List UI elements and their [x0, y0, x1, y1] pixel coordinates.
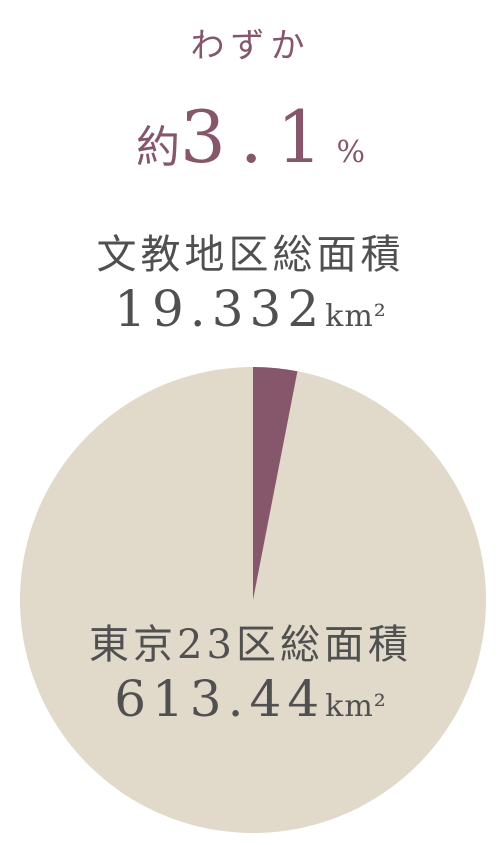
- pie-slice-district: [253, 367, 298, 600]
- district-area-unit: km²: [325, 299, 387, 334]
- pie-slice-tokyo: [20, 367, 487, 833]
- headline-percent-unit: %: [336, 135, 366, 170]
- headline-prefix: 約: [135, 122, 180, 173]
- district-area-number: 19.332: [114, 280, 326, 338]
- headline-percent: 約3.1%: [0, 95, 501, 179]
- district-area-value: 19.332km²: [0, 280, 501, 338]
- tokyo-area-number: 613.44: [114, 670, 326, 728]
- headline-percent-value: 3.1: [179, 95, 337, 179]
- tokyo-area-unit: km²: [325, 689, 387, 724]
- district-area-title: 文教地区総面積: [96, 232, 405, 278]
- tokyo-area-title: 東京23区総面積: [89, 622, 412, 668]
- headline-lead: わずか: [190, 26, 311, 66]
- tokyo-area-value: 613.44km²: [0, 670, 501, 728]
